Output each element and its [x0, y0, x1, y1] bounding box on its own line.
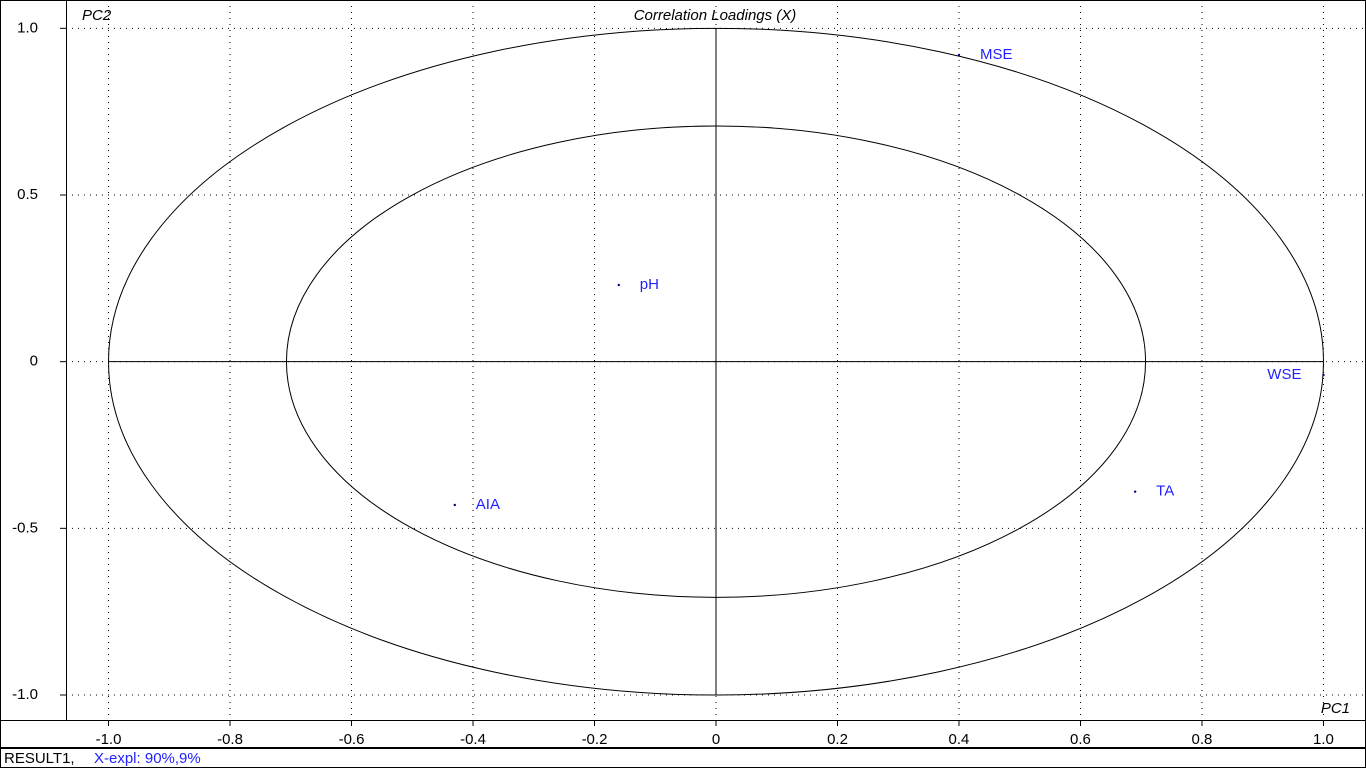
point-label: TA	[1156, 483, 1174, 500]
point	[453, 503, 456, 507]
status-info: X-expl: 90%,9%	[94, 750, 201, 767]
chart-title: Correlation Loadings (X)	[634, 7, 797, 24]
frame	[0, 0, 1366, 748]
point-label: MSE	[980, 46, 1013, 63]
y-tick-label: 0.5	[17, 186, 38, 203]
point	[1322, 373, 1325, 377]
x-tick-label: -1.0	[96, 731, 122, 748]
x-tick-label: 0.2	[827, 731, 848, 748]
y-tick-label: -1.0	[12, 686, 38, 703]
x-tick-label: 0.6	[1070, 731, 1091, 748]
status-bar	[0, 748, 1366, 768]
x-tick-label: 0.8	[1192, 731, 1213, 748]
x-tick-label: -0.4	[460, 731, 486, 748]
x-tick-label: 0	[712, 731, 720, 748]
point	[617, 283, 621, 287]
point	[957, 53, 961, 57]
point-label: pH	[640, 276, 659, 293]
x-tick-label: -0.2	[582, 731, 608, 748]
y-tick-label: 1.0	[17, 19, 38, 36]
point-label: WSE	[1267, 366, 1301, 383]
x-tick-label: -0.6	[339, 731, 365, 748]
x-tick-label: 1.0	[1313, 731, 1334, 748]
y-tick-label: -0.5	[12, 519, 38, 536]
y-axis-title: PC2	[82, 7, 112, 24]
y-tick-label: 0	[30, 353, 38, 370]
correlation-circle	[108, 27, 1324, 696]
point-label: AIA	[476, 496, 500, 513]
x-tick-label: 0.4	[949, 731, 970, 748]
x-tick-label: -0.8	[217, 731, 243, 748]
x-axis-title: PC1	[1321, 700, 1350, 717]
status-result: RESULT1,	[4, 750, 75, 767]
point	[1133, 490, 1137, 493]
correlation-circle	[285, 125, 1147, 598]
